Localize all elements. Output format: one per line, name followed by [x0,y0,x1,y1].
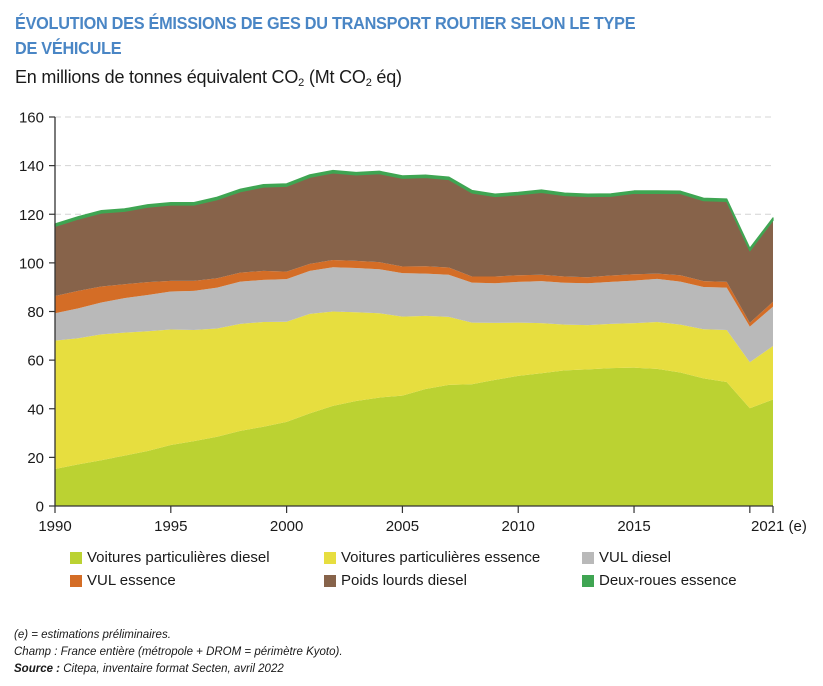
x-tick-label: 2021 (e) [751,518,807,535]
y-tick-label: 160 [19,110,44,127]
legend: Voitures particulières diesel Voitures p… [70,549,790,599]
legend-label: Voitures particulières essence [341,549,541,566]
area-deux-roues [54,169,774,252]
legend-item-vul-essence: VUL essence [70,572,176,589]
legend-label: VUL diesel [599,549,671,566]
note-champ: Champ : France entière (métropole + DROM… [14,646,343,658]
legend-swatch [70,574,82,587]
y-tick-label: 100 [19,255,44,272]
legend-item-vp-diesel: Voitures particulières diesel [70,549,270,566]
legend-label: Poids lourds diesel [341,572,467,589]
y-axis-ticks: 0 20 40 60 80 100 120 140 160 [19,110,55,516]
source-label: Source : [14,663,61,675]
stacked-area-chart: 0 20 40 60 80 100 120 140 160 1990 1995 2000 2005 20… [19,110,807,536]
x-tick-label: 2015 [617,518,650,535]
subtitle-subscript-2: 2 [365,77,372,89]
chart-title-line-2: DE VÉHICULE [15,38,122,58]
area-vul-essence [55,259,773,327]
footnotes: (e) = estimations préliminaires. Champ :… [14,627,343,678]
area-poids-lourds [55,172,773,323]
chart-title: ÉVOLUTION DES ÉMISSIONS DE GES DU TRANSP… [15,11,759,61]
area-vul-diesel [55,267,773,363]
legend-item-vp-essence: Voitures particulières essence [324,549,540,566]
legend-swatch [582,551,594,564]
x-tick-label: 2005 [386,518,419,535]
legend-swatch [324,551,336,564]
note-source: Source : Citepa, inventaire format Secte… [14,661,343,678]
area-series [54,169,774,506]
subtitle-text-3: éq) [371,67,402,87]
y-tick-label: 120 [19,207,44,224]
legend-swatch [70,551,82,564]
y-tick-label: 60 [27,353,44,370]
x-tick-label: 2010 [502,518,535,535]
legend-label: VUL essence [87,572,176,589]
subtitle-text-2: (Mt CO [304,67,366,87]
area-vp-diesel [55,367,773,506]
legend-label: Voitures particulières diesel [87,549,270,566]
chart-title-line-1: ÉVOLUTION DES ÉMISSIONS DE GES DU TRANSP… [15,13,636,33]
note-estimation: (e) = estimations préliminaires. [14,629,171,641]
x-tick-label: 2000 [270,518,303,535]
y-tick-label: 80 [27,304,44,321]
source-text: Citepa, inventaire format Secten, avril … [60,663,284,675]
legend-item-poids-lourds: Poids lourds diesel [324,572,467,589]
y-tick-label: 0 [36,499,44,516]
y-tick-label: 20 [27,450,44,467]
y-tick-label: 140 [19,158,44,175]
chart-subtitle: En millions de tonnes équivalent CO2 (Mt… [15,67,402,89]
legend-label: Deux-roues essence [599,572,737,589]
x-tick-label: 1995 [154,518,187,535]
subtitle-subscript-1: 2 [298,77,305,89]
legend-swatch [582,574,594,587]
legend-item-vul-diesel: VUL diesel [582,549,671,566]
area-vp-essence [55,311,773,470]
y-tick-label: 40 [27,401,44,418]
x-axis-ticks: 1990 1995 2000 2005 2010 2015 2021 (e) [38,506,807,535]
legend-item-deux-roues: Deux-roues essence [582,572,737,589]
x-tick-label: 1990 [38,518,71,535]
subtitle-text-1: En millions de tonnes équivalent CO [15,67,299,87]
legend-swatch [324,574,336,587]
